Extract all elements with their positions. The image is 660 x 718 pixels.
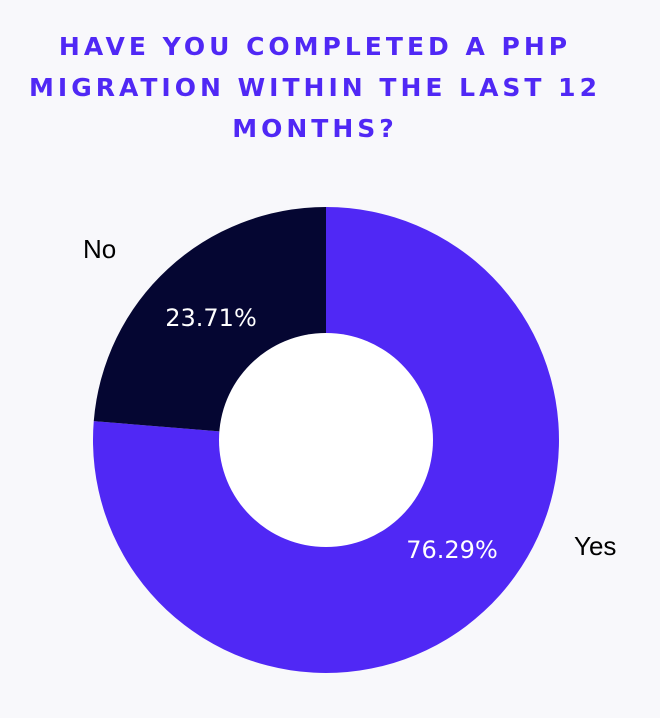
slice-value-label-no: 23.71% <box>165 304 257 332</box>
chart-title: Have you completed a PHP migration withi… <box>29 32 601 143</box>
category-label-yes: Yes <box>574 531 616 561</box>
donut-hole <box>219 333 433 547</box>
slice-value-label-yes: 76.29% <box>406 536 498 564</box>
category-label-no: No <box>83 234 116 264</box>
